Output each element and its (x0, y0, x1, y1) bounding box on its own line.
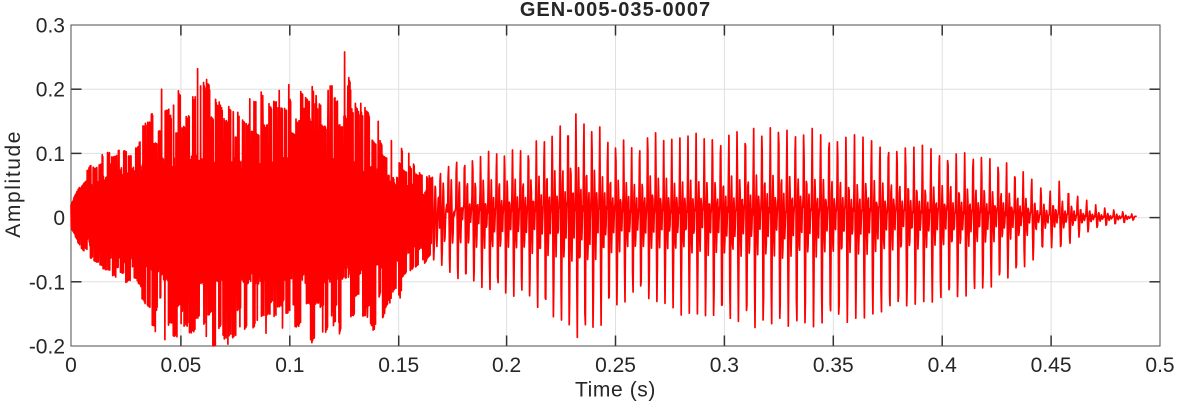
svg-text:-0.2: -0.2 (29, 336, 65, 359)
svg-text:0: 0 (65, 354, 77, 377)
svg-text:GEN-005-035-0007: GEN-005-035-0007 (520, 0, 711, 21)
svg-text:0.1: 0.1 (275, 354, 304, 377)
svg-text:0.4: 0.4 (928, 354, 958, 377)
svg-text:0.35: 0.35 (813, 354, 854, 377)
svg-text:0.45: 0.45 (1031, 354, 1072, 377)
svg-text:0: 0 (53, 207, 65, 230)
svg-text:0.3: 0.3 (36, 15, 65, 38)
svg-text:0.5: 0.5 (1145, 354, 1174, 377)
svg-text:Time (s): Time (s) (575, 379, 656, 402)
svg-text:Amplitude: Amplitude (2, 130, 25, 238)
svg-text:0.3: 0.3 (710, 354, 739, 377)
svg-text:0.05: 0.05 (160, 354, 201, 377)
svg-text:0.15: 0.15 (378, 354, 419, 377)
svg-text:0.2: 0.2 (36, 79, 65, 102)
svg-text:0.25: 0.25 (595, 354, 636, 377)
svg-text:-0.1: -0.1 (29, 271, 65, 294)
svg-text:0.2: 0.2 (492, 354, 521, 377)
svg-text:0.1: 0.1 (36, 143, 65, 166)
